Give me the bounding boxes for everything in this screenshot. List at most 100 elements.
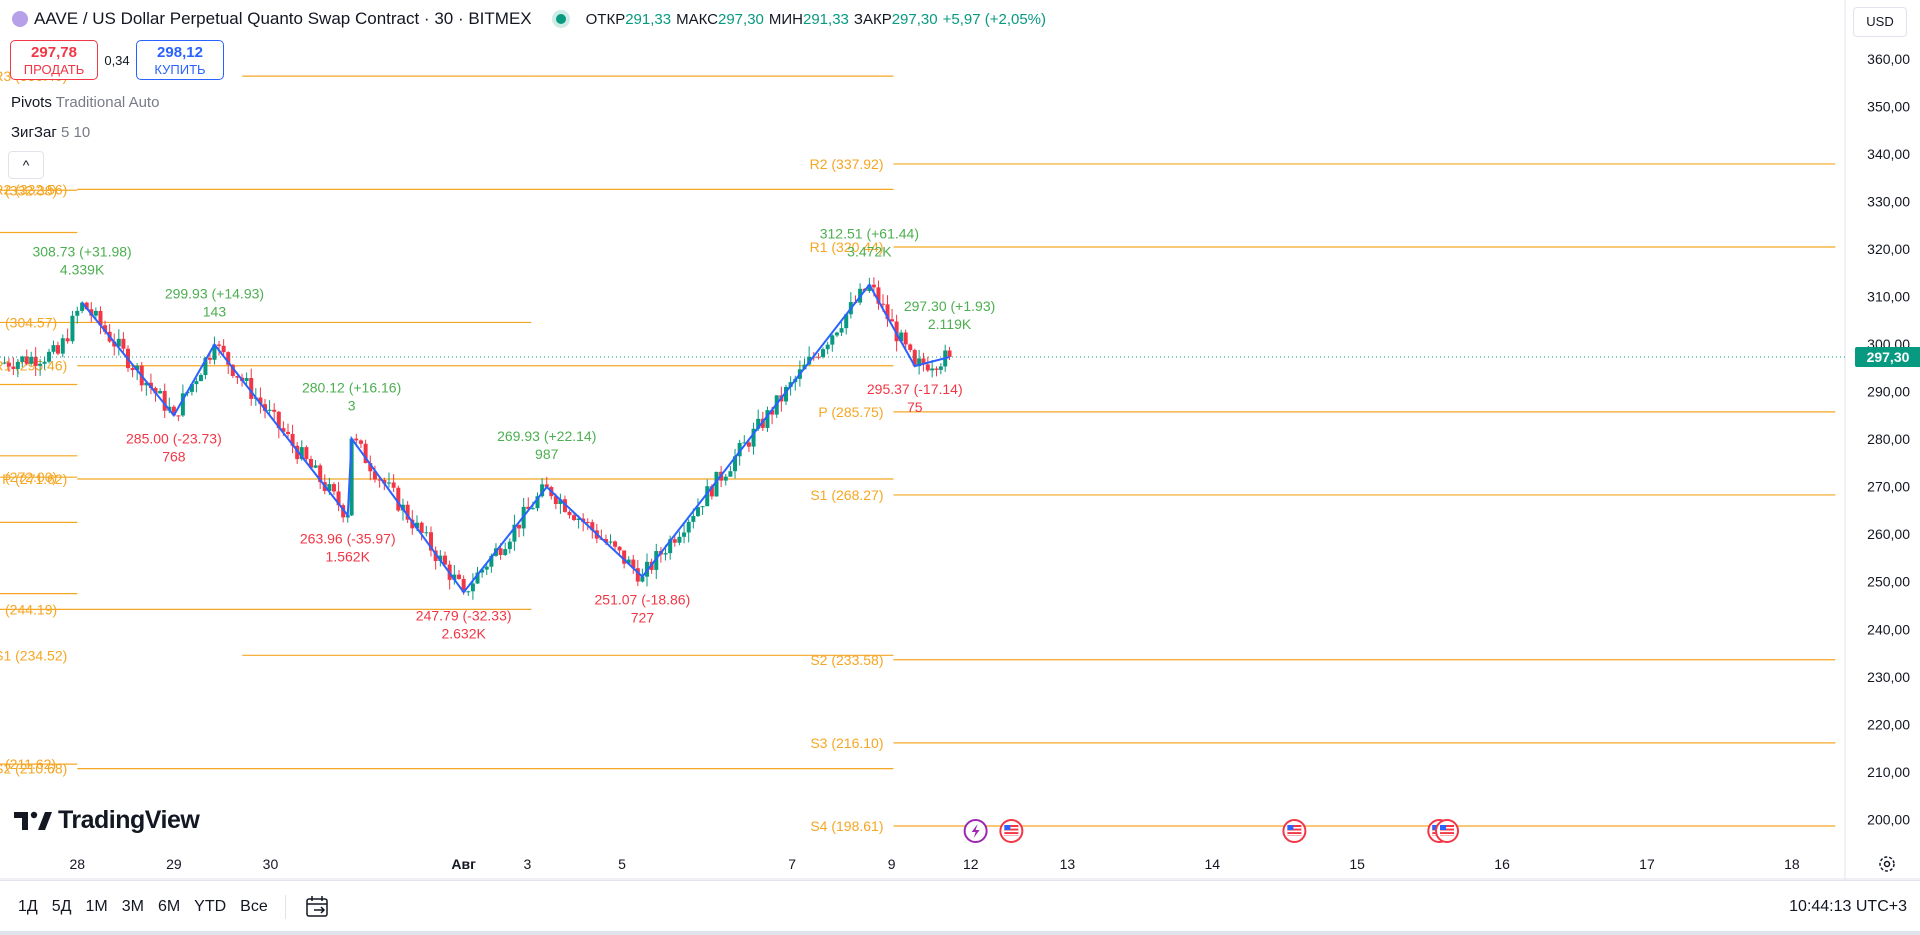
candle-body	[162, 390, 167, 411]
candle-body	[885, 304, 890, 320]
flag-stripe	[1287, 830, 1302, 833]
candle-body	[830, 335, 835, 345]
candle-body	[834, 332, 839, 336]
zigzag-price-label: 285.00 (-23.73)	[126, 430, 222, 446]
chart-header: AAVE / US Dollar Perpetual Quanto Swap C…	[0, 0, 1840, 40]
candle-body	[714, 471, 719, 497]
candle-body	[29, 356, 34, 364]
sell-button[interactable]: 297,78 ПРОДАТЬ	[10, 40, 98, 80]
candle-body	[672, 539, 677, 543]
price-chart[interactable]: (332.38) (304.57) (272.00) (244.19) (211.62)…	[0, 0, 1920, 880]
ohlc-low: МИН291,33	[768, 10, 849, 28]
candle-body	[677, 536, 682, 543]
candle-body	[526, 506, 531, 510]
candle-body	[272, 409, 277, 412]
pivot-label: R2 (332.56)	[0, 181, 67, 197]
flag-stripe	[1440, 830, 1455, 833]
time-tick-label: 17	[1639, 856, 1655, 872]
candle-body	[116, 338, 121, 347]
sell-label: ПРОДАТЬ	[23, 62, 85, 77]
tradingview-logo[interactable]: TradingView	[14, 806, 200, 835]
candle-body	[825, 344, 830, 350]
candle-body	[51, 345, 56, 352]
candle-body	[281, 428, 286, 432]
candle-body	[130, 368, 135, 371]
range-3m[interactable]: 3M	[121, 898, 144, 915]
time-tick-label: 29	[166, 856, 182, 872]
range-6m[interactable]: 6M	[157, 898, 181, 915]
candle-body	[613, 541, 618, 547]
candle-body	[336, 491, 341, 506]
time-tick-label: 30	[263, 856, 279, 872]
pivot-label: S1 (268.27)	[810, 487, 883, 503]
zigzag-volume-label: 727	[631, 610, 655, 626]
candle-body	[733, 456, 738, 472]
candle-body	[640, 576, 645, 582]
symbol-title[interactable]: AAVE / US Dollar Perpetual Quanto Swap C…	[34, 9, 532, 28]
candle-body	[258, 397, 263, 405]
clock-timezone[interactable]: 10:44:13 UTC+3	[1789, 898, 1907, 915]
toolbar-divider	[285, 895, 286, 919]
range-ytd[interactable]: YTD	[194, 898, 227, 915]
candle-body	[135, 365, 140, 371]
candle-body	[158, 390, 163, 394]
pivot-label: S4 (198.61)	[810, 818, 883, 834]
candle-body	[217, 344, 222, 346]
candle-body	[742, 442, 747, 444]
candle-body	[442, 555, 447, 565]
range-all[interactable]: Все	[240, 898, 268, 915]
calendar-range-icon[interactable]	[305, 895, 331, 919]
candle-body	[686, 521, 691, 533]
candle-body	[903, 332, 908, 345]
range-1m[interactable]: 1M	[85, 898, 108, 915]
zigzag-volume-label: 4.339K	[60, 262, 105, 278]
candle-body	[867, 284, 872, 291]
candle-body	[65, 338, 70, 342]
candle-body	[709, 486, 714, 497]
indicator-pivots[interactable]: Pivots Traditional Auto	[11, 94, 160, 111]
currency-selector[interactable]: USD	[1853, 7, 1907, 37]
candle-body	[391, 482, 396, 488]
candle-body	[341, 505, 346, 518]
tradingview-logo-icon	[14, 811, 52, 830]
candle-body	[921, 358, 926, 365]
candle-body	[368, 463, 373, 472]
indicator-zigzag[interactable]: ЗигЗаг 5 10	[11, 124, 91, 141]
collapse-legend-button[interactable]: ^	[8, 151, 44, 179]
candle-body	[372, 471, 377, 480]
range-5d[interactable]: 5Д	[51, 898, 72, 915]
time-tick-label: 28	[69, 856, 85, 872]
candle-body	[358, 440, 363, 444]
range-1d[interactable]: 1Д	[18, 898, 38, 915]
flag-canton	[1432, 825, 1439, 830]
candle-body	[304, 447, 309, 459]
candle-body	[75, 310, 80, 316]
price-tick-label: 230,00	[1867, 669, 1910, 685]
time-tick-label: 12	[963, 856, 979, 872]
flag-stripe	[1004, 834, 1019, 836]
price-tick-label: 200,00	[1867, 811, 1910, 827]
candle-body	[876, 287, 881, 304]
time-tick-label: 7	[788, 856, 796, 872]
zigzag-volume-label: 2.632K	[441, 625, 486, 641]
candle-body	[267, 409, 272, 411]
candle-body	[654, 551, 659, 570]
candle-body	[938, 366, 943, 370]
candle-body	[553, 496, 558, 504]
zigzag-price-label: 269.93 (+22.14)	[497, 428, 596, 444]
candle-body	[354, 438, 359, 441]
candle-body	[235, 375, 240, 378]
candle-body	[466, 591, 471, 593]
zigzag-volume-label: 3	[348, 398, 356, 414]
candle-body	[452, 574, 457, 580]
pivot-label: (272.00)	[5, 469, 57, 485]
buy-button[interactable]: 298,12 КУПИТЬ	[136, 40, 224, 80]
candle-body	[470, 583, 475, 592]
time-tick-label: 14	[1205, 856, 1221, 872]
time-tick-label: 15	[1349, 856, 1365, 872]
candle-body	[770, 410, 775, 415]
pivot-label: (332.38)	[5, 182, 57, 198]
candle-body	[737, 442, 742, 457]
candle-body	[396, 487, 401, 511]
settings-icon[interactable]	[1876, 853, 1898, 875]
